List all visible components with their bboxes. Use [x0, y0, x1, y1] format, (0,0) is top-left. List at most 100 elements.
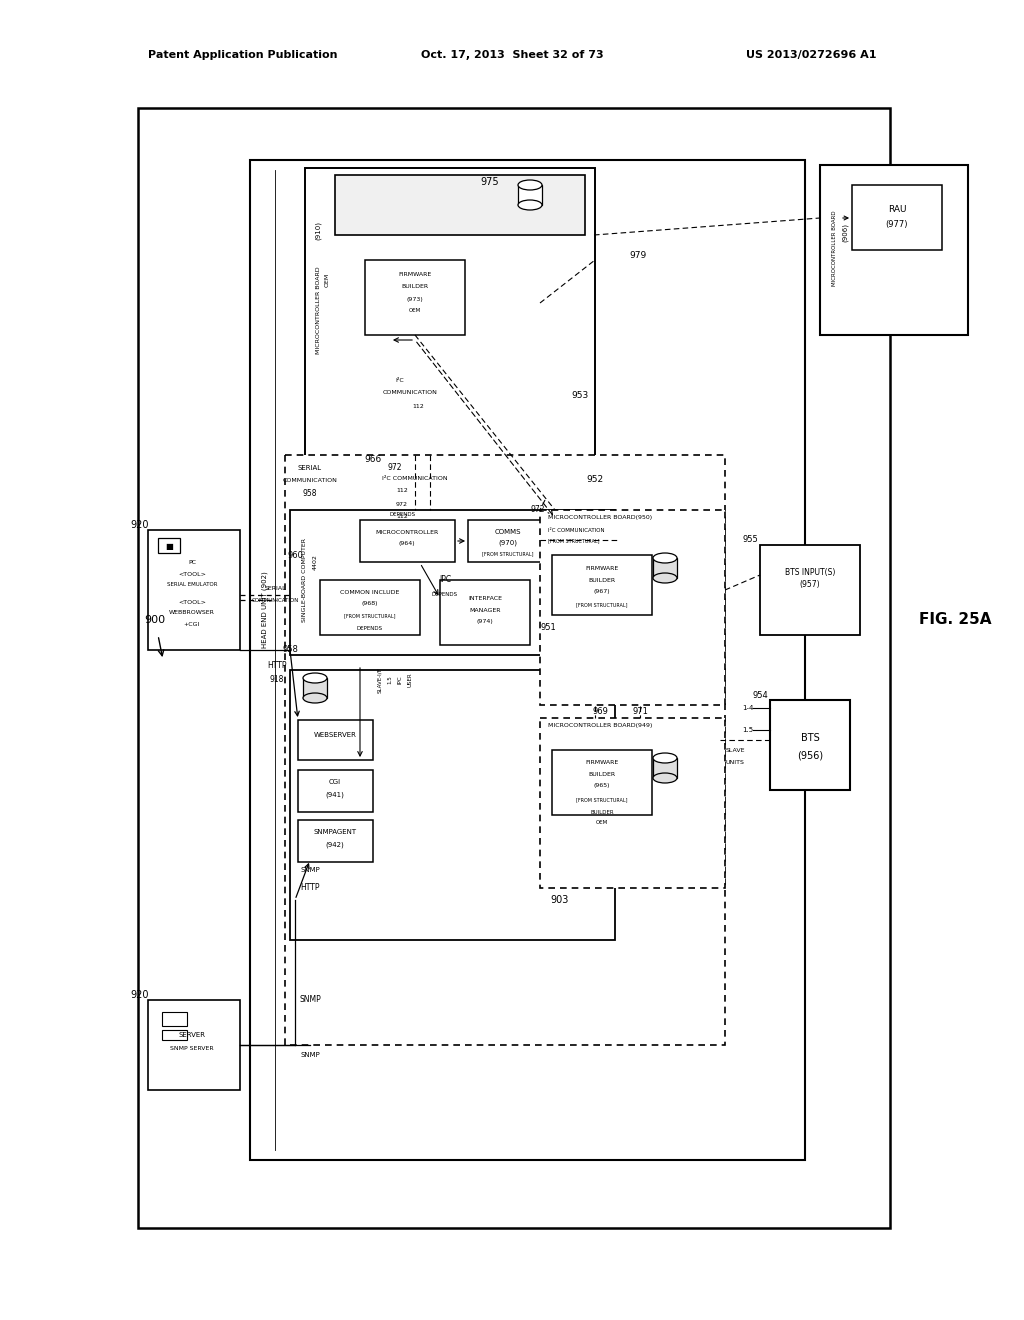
Text: [FROM STRUCTURAL]: [FROM STRUCTURAL]	[577, 797, 628, 803]
Bar	[540, 510, 725, 705]
Text: SNMP: SNMP	[300, 867, 319, 873]
Text: FIG. 25A: FIG. 25A	[919, 612, 991, 627]
Ellipse shape	[653, 752, 677, 763]
Text: (967): (967)	[594, 590, 610, 594]
Bar	[319, 579, 420, 635]
Ellipse shape	[653, 553, 677, 564]
Text: 112: 112	[396, 515, 408, 520]
Ellipse shape	[303, 693, 327, 704]
Text: SNMP SERVER: SNMP SERVER	[170, 1045, 214, 1051]
Text: FIRMWARE: FIRMWARE	[586, 759, 618, 764]
Text: RAU: RAU	[888, 206, 906, 214]
Text: <TOOL>: <TOOL>	[178, 572, 206, 577]
Text: 975: 975	[480, 177, 500, 187]
Ellipse shape	[303, 673, 327, 682]
Text: 1.5: 1.5	[387, 676, 392, 684]
Text: MICROCONTROLLER BOARD: MICROCONTROLLER BOARD	[833, 210, 838, 286]
Text: 972: 972	[388, 463, 402, 473]
Text: IPC: IPC	[439, 576, 451, 585]
Text: BTS: BTS	[801, 733, 819, 743]
Text: MANAGER: MANAGER	[469, 607, 501, 612]
Ellipse shape	[518, 180, 542, 190]
Text: (973): (973)	[407, 297, 423, 301]
Bar	[148, 1001, 240, 1090]
Text: 918: 918	[269, 676, 285, 685]
Text: I²C COMMUNICATION: I²C COMMUNICATION	[548, 528, 604, 532]
Ellipse shape	[653, 573, 677, 583]
Text: DEPENDS: DEPENDS	[390, 511, 416, 516]
Bar	[552, 750, 652, 814]
Text: (965): (965)	[594, 784, 610, 788]
Text: (964): (964)	[398, 540, 416, 545]
Text: HTTP: HTTP	[300, 883, 319, 892]
Text: MICROCONTROLLER BOARD: MICROCONTROLLER BOARD	[315, 267, 321, 354]
Text: BTS INPUT(S): BTS INPUT(S)	[784, 568, 836, 577]
Text: DEPENDS: DEPENDS	[357, 626, 383, 631]
Text: SNMP: SNMP	[300, 1052, 319, 1059]
Text: 969: 969	[592, 708, 608, 717]
Bar	[298, 770, 373, 812]
Bar	[653, 558, 677, 578]
Text: 920: 920	[131, 520, 150, 531]
Text: (956): (956)	[797, 750, 823, 760]
Text: OEM: OEM	[409, 309, 421, 314]
Text: SLAVE-I/F: SLAVE-I/F	[378, 667, 383, 693]
Text: SERIAL: SERIAL	[264, 586, 286, 590]
Bar	[290, 510, 615, 655]
Text: COMMUNICATION: COMMUNICATION	[251, 598, 299, 602]
Text: 903: 903	[551, 895, 569, 906]
Bar	[540, 718, 725, 888]
Text: 971: 971	[632, 708, 648, 717]
Text: 112: 112	[412, 404, 424, 408]
Text: 112: 112	[396, 488, 408, 494]
Text: [FROM STRUCTURAL]: [FROM STRUCTURAL]	[548, 539, 599, 544]
Text: SERIAL: SERIAL	[298, 465, 323, 471]
Text: COMMUNICATION: COMMUNICATION	[383, 391, 437, 396]
Text: 920: 920	[131, 990, 150, 1001]
Text: [FROM STRUCTURAL]: [FROM STRUCTURAL]	[344, 614, 395, 619]
Text: WEBSERVER: WEBSERVER	[313, 733, 356, 738]
Text: (910): (910)	[314, 220, 322, 239]
Text: OEM: OEM	[325, 273, 330, 288]
Bar	[770, 700, 850, 789]
Text: COMMUNICATION: COMMUNICATION	[283, 478, 338, 483]
Text: (977): (977)	[886, 220, 908, 230]
Bar	[303, 678, 327, 698]
Bar	[552, 554, 652, 615]
Text: (941): (941)	[326, 792, 344, 799]
Text: I²C: I²C	[395, 378, 404, 383]
Bar	[360, 520, 455, 562]
Text: IPC: IPC	[397, 676, 402, 684]
Text: MICROCONTROLLER: MICROCONTROLLER	[376, 529, 438, 535]
Bar	[138, 108, 890, 1228]
Text: [FROM STRUCTURAL]: [FROM STRUCTURAL]	[577, 602, 628, 607]
Text: CGI: CGI	[329, 779, 341, 785]
Text: Oct. 17, 2013  Sheet 32 of 73: Oct. 17, 2013 Sheet 32 of 73	[421, 50, 603, 59]
Ellipse shape	[653, 774, 677, 783]
Bar	[335, 176, 585, 235]
Text: OEM: OEM	[596, 821, 608, 825]
Text: (974): (974)	[476, 619, 494, 624]
Text: INTERFACE: INTERFACE	[468, 595, 502, 601]
Text: I²C COMMUNICATION: I²C COMMUNICATION	[382, 475, 447, 480]
Text: 4402: 4402	[312, 554, 317, 570]
Bar	[820, 165, 968, 335]
Bar	[162, 1012, 187, 1026]
Ellipse shape	[518, 201, 542, 210]
Text: 958: 958	[303, 488, 317, 498]
Bar	[162, 1030, 187, 1040]
Text: USER: USER	[408, 673, 413, 688]
Bar	[760, 545, 860, 635]
Text: Patent Application Publication: Patent Application Publication	[148, 50, 338, 59]
Bar	[298, 719, 373, 760]
Text: (942): (942)	[326, 842, 344, 849]
Bar	[298, 820, 373, 862]
Text: 958: 958	[282, 645, 298, 655]
Text: SINGLE-BOARD COMPUTER: SINGLE-BOARD COMPUTER	[302, 539, 307, 622]
Text: SERIAL EMULATOR: SERIAL EMULATOR	[167, 582, 217, 587]
Bar	[285, 455, 725, 1045]
Text: (957): (957)	[800, 581, 820, 590]
Text: FIRMWARE: FIRMWARE	[586, 565, 618, 570]
Bar	[653, 758, 677, 777]
Text: BUILDER: BUILDER	[589, 578, 615, 582]
